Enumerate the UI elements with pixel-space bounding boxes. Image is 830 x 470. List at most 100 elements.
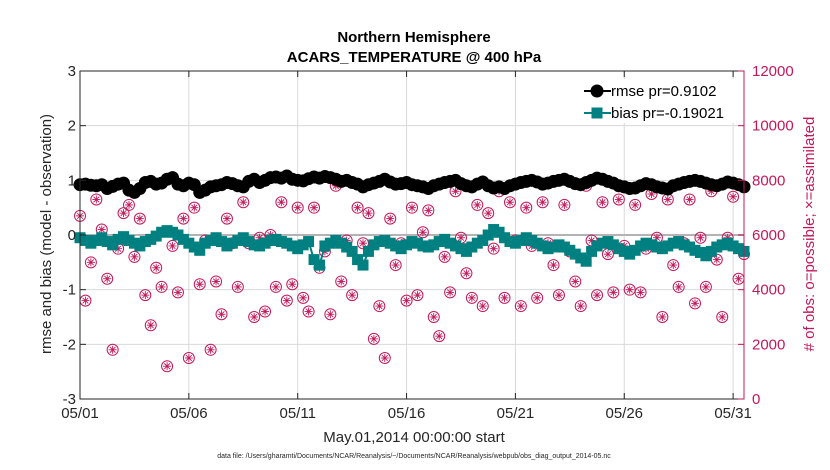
obs-marker — [661, 193, 674, 206]
obs-marker — [498, 291, 511, 304]
obs-marker — [400, 294, 413, 307]
y-tick-label: 2 — [68, 118, 76, 135]
y-tick-label: -3 — [63, 391, 76, 408]
x-axis-label: May.01,2014 00:00:00 start — [323, 429, 505, 446]
obs-marker — [215, 308, 228, 321]
obs-marker — [629, 198, 642, 211]
obs-marker — [79, 294, 92, 307]
obs-marker — [689, 297, 702, 310]
obs-marker — [634, 286, 647, 299]
obs-marker — [444, 286, 457, 299]
obs-marker — [166, 239, 179, 252]
obs-marker — [683, 193, 696, 206]
y2-tick-label: 2000 — [752, 336, 785, 353]
obs-marker — [155, 280, 168, 293]
obs-marker — [117, 207, 130, 220]
obs-marker — [84, 256, 97, 269]
obs-marker — [324, 308, 337, 321]
obs-marker — [514, 300, 527, 313]
obs-marker — [204, 343, 217, 356]
y2-tick-label: 0 — [752, 391, 760, 408]
y-axis-ticks: -3 -2 -1 0 1 2 3 — [63, 63, 86, 408]
y2-tick-label: 4000 — [752, 282, 785, 299]
obs-marker — [139, 289, 152, 302]
obs-marker — [133, 212, 146, 225]
obs-marker — [411, 289, 424, 302]
bias-point — [303, 236, 315, 248]
obs-marker — [101, 272, 114, 285]
obs-marker — [291, 201, 304, 214]
legend: rmse pr=0.9102 bias pr=-0.19021 — [582, 79, 743, 123]
x-tick-label: 05/26 — [605, 405, 643, 422]
obs-marker — [297, 291, 310, 304]
obs-marker — [335, 275, 348, 288]
footnote: data file: /Users/gharamti/Documents/NCA… — [217, 453, 611, 460]
obs-marker — [416, 226, 429, 239]
obs-marker — [427, 311, 440, 323]
legend-box — [582, 79, 743, 123]
bias-point — [357, 259, 369, 271]
obs-marker — [351, 201, 364, 214]
obs-marker — [367, 332, 380, 345]
obs-marker — [520, 201, 533, 214]
obs-marker — [471, 198, 484, 211]
obs-marker — [552, 289, 565, 302]
bias-point — [580, 255, 592, 267]
obs-marker — [275, 196, 288, 209]
obs-marker — [302, 305, 315, 318]
x-tick-label: 05/21 — [497, 405, 535, 422]
obs-marker — [536, 196, 549, 209]
obs-marker — [569, 275, 582, 288]
obs-marker — [193, 278, 206, 291]
obs-marker — [487, 242, 500, 255]
y2-axis-ticks: 0 2000 4000 6000 8000 10000 12000 — [738, 63, 794, 408]
x-tick-label: 05/11 — [279, 405, 315, 422]
obs-marker — [182, 352, 195, 364]
x-axis-ticks: 05/01 05/06 05/11 05/16 05/21 05/26 05/31 — [61, 71, 752, 422]
obs-marker — [574, 300, 587, 313]
y-tick-label: 0 — [68, 227, 76, 244]
obs-marker — [144, 319, 157, 332]
obs-marker — [280, 294, 293, 307]
rmse-series — [73, 169, 751, 199]
chart-title: Northern Hemisphere — [337, 29, 490, 46]
obs-marker — [269, 280, 282, 293]
obs-marker — [308, 201, 321, 214]
obs-marker — [188, 201, 201, 214]
obs-marker — [716, 311, 729, 323]
obs-marker — [171, 286, 184, 299]
obs-marker — [612, 193, 625, 206]
obs-marker — [378, 352, 391, 364]
obs-marker — [531, 291, 544, 304]
x-tick-label: 05/01 — [61, 405, 99, 422]
obs-marker — [503, 196, 516, 209]
obs-marker — [220, 212, 233, 225]
bias-point — [346, 245, 358, 257]
obs-marker — [248, 311, 261, 323]
obs-marker — [210, 275, 223, 288]
obs-marker — [231, 280, 244, 293]
y2-tick-label: 12000 — [752, 63, 794, 80]
obs-marker — [433, 330, 446, 343]
obs-marker — [150, 261, 163, 274]
obs-marker — [694, 231, 707, 244]
obs-marker — [727, 190, 740, 203]
x-tick-label: 05/06 — [170, 405, 208, 422]
y-tick-label: 1 — [68, 172, 76, 189]
y-tick-label: 3 — [68, 63, 76, 80]
obs-marker — [362, 207, 375, 220]
obs-marker — [656, 311, 669, 323]
obs-marker — [384, 212, 397, 225]
y2-tick-label: 6000 — [752, 227, 785, 244]
obs-marker — [177, 212, 190, 225]
obs-marker — [346, 289, 359, 302]
obs-marker — [667, 259, 680, 272]
obs-marker — [90, 193, 103, 206]
chart-subtitle: ACARS_TEMPERATURE @ 400 hPa — [287, 49, 542, 66]
obs-marker — [106, 343, 119, 356]
y2-axis-label: # of obs: o=possible; ×=assimilated — [801, 117, 818, 352]
x-tick-label: 05/31 — [714, 405, 752, 422]
y-axis-label: rmse and bias (model - observation) — [38, 114, 55, 354]
obs-marker — [237, 196, 250, 209]
obs-marker — [259, 305, 272, 318]
